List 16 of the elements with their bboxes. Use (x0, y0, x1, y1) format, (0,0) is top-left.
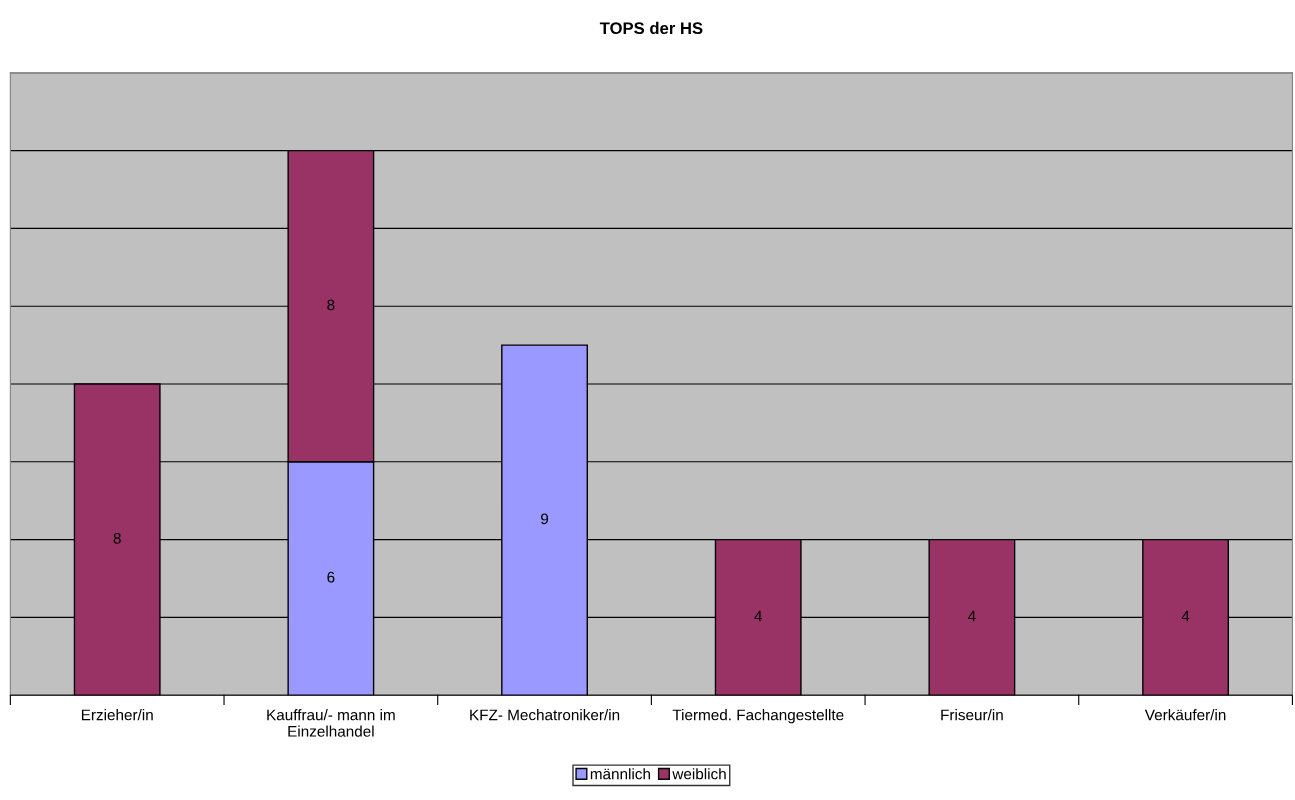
data-label: 6 (327, 571, 335, 583)
data-label: 4 (754, 610, 763, 622)
legend-label: männlich (590, 768, 650, 780)
x-tick-label: Tiermed. Fachangestellte (672, 709, 844, 724)
data-label: 9 (541, 513, 549, 525)
data-label: 8 (113, 532, 121, 544)
x-tick-label: Kauffrau/- mann im Einzelhandel (267, 709, 395, 737)
x-tick-label: KFZ- Mechatroniker/in (470, 709, 620, 721)
data-label: 4 (1181, 610, 1190, 622)
data-label: 8 (327, 299, 335, 311)
x-tick-label: Friseur/in (941, 709, 1003, 721)
legend-label: weiblich (672, 768, 726, 780)
chart-title: TOPS der HS (599, 21, 703, 35)
x-tick-label: Verkäufer/in (1144, 709, 1226, 721)
x-tick-label: Erzieher/in (81, 709, 153, 721)
data-label: 4 (968, 610, 976, 622)
